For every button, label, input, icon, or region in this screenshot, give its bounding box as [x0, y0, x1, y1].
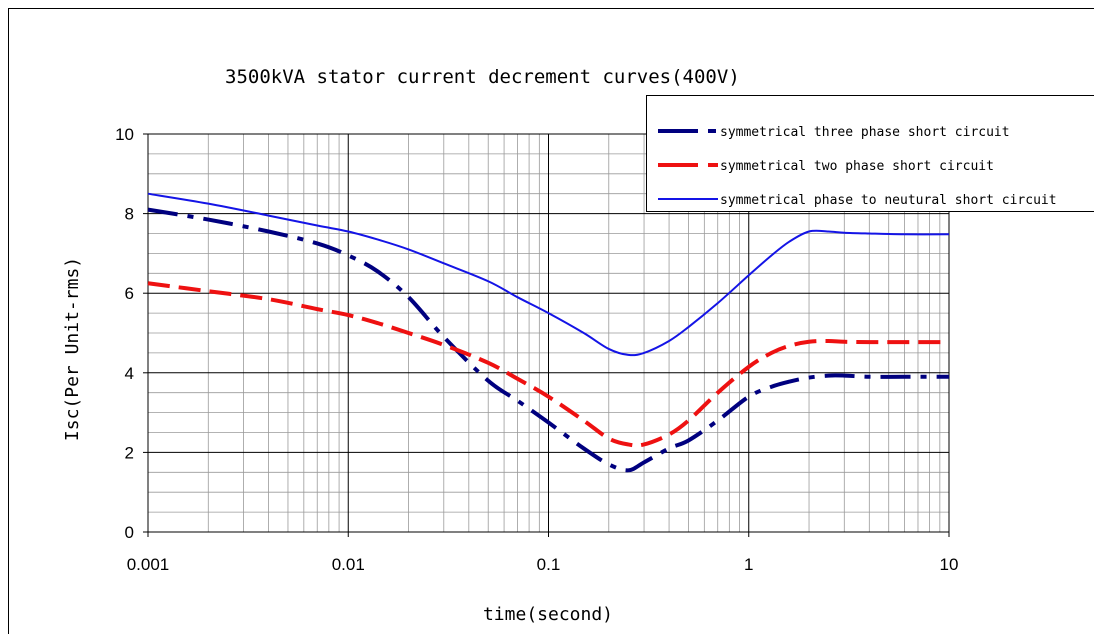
- legend-label: symmetrical three phase short circuit: [720, 125, 1010, 140]
- series-line: [147, 207, 949, 473]
- series-layer: [147, 192, 950, 473]
- legend: symmetrical three phase short circuit sym…: [646, 95, 1094, 212]
- legend-box: [646, 95, 1094, 212]
- series-line: [147, 192, 950, 357]
- x-tick-label: 0.1: [537, 555, 561, 574]
- y-axis-label: Isc(Per Unit-rms): [62, 257, 83, 441]
- y-tick-label: 10: [115, 125, 134, 144]
- x-tick-label: 0.01: [332, 555, 365, 574]
- chart-title: 3500kVA stator current decrement curves(…: [225, 66, 740, 88]
- legend-label: symmetrical two phase short circuit: [720, 159, 994, 174]
- y-tick-label: 2: [125, 443, 134, 462]
- x-axis-ticks: 0.001 0.01 0.1 1 10: [127, 532, 959, 574]
- x-tick-label: 1: [744, 555, 753, 574]
- x-tick-label: 10: [940, 555, 959, 574]
- x-tick-label: 0.001: [127, 555, 170, 574]
- y-tick-label: 0: [125, 523, 134, 542]
- y-tick-label: 4: [125, 364, 134, 383]
- legend-items: symmetrical three phase short circuit sym…: [658, 125, 1057, 208]
- y-tick-label: 8: [125, 205, 134, 224]
- x-axis-label: time(second): [483, 604, 613, 625]
- series-line: [147, 281, 949, 448]
- y-axis-ticks: 0 2 4 6 8 10: [115, 125, 148, 542]
- legend-label: symmetrical phase to neutural short circ…: [720, 193, 1057, 208]
- y-tick-label: 6: [125, 284, 134, 303]
